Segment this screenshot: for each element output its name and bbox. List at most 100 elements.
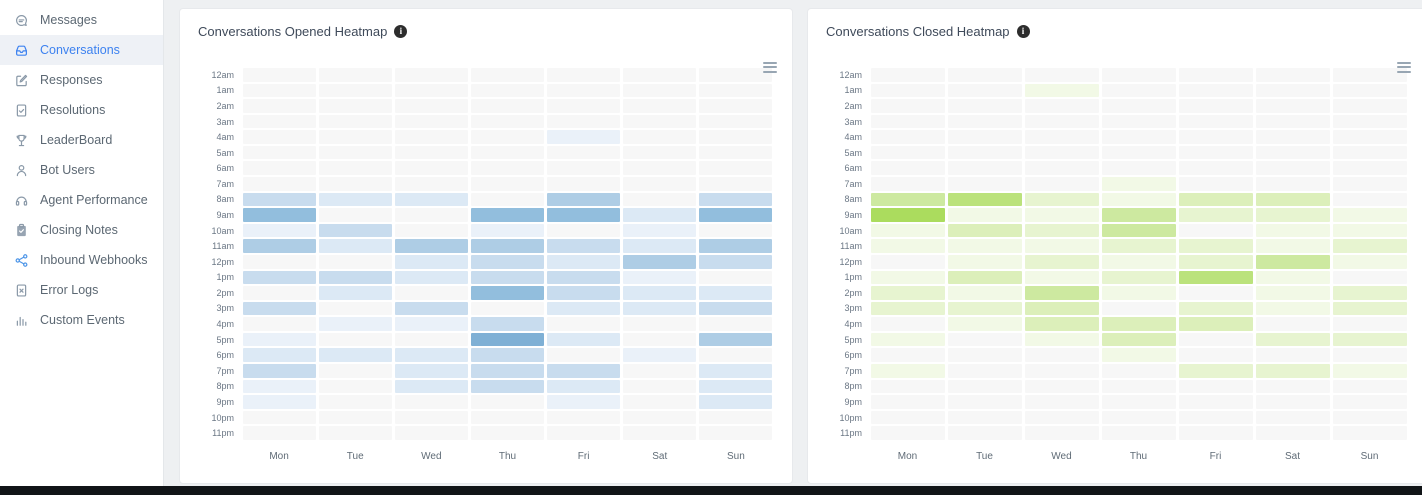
heatmap-cell[interactable] [318,410,392,425]
heatmap-cell[interactable] [318,114,392,129]
sidebar-item-responses[interactable]: Responses [0,65,163,95]
heatmap-cell[interactable] [242,208,316,222]
heatmap-cell[interactable] [870,332,945,347]
heatmap-cell[interactable] [470,286,545,300]
heatmap-cell[interactable] [470,114,545,129]
heatmap-cell[interactable] [699,254,773,269]
heatmap-cell[interactable] [870,161,945,176]
heatmap-cell[interactable] [1101,379,1176,394]
heatmap-cell[interactable] [1332,254,1407,269]
heatmap-cell[interactable] [947,379,1022,394]
sidebar-item-error-logs[interactable]: Error Logs [0,275,163,305]
heatmap-cell[interactable] [870,223,945,238]
heatmap-cell[interactable] [547,426,621,440]
heatmap-cell[interactable] [1024,426,1099,440]
heatmap-cell[interactable] [547,379,621,394]
heatmap-cell[interactable] [699,68,773,82]
heatmap-cell[interactable] [870,286,945,300]
heatmap-cell[interactable] [318,286,392,300]
heatmap-cell[interactable] [470,83,545,98]
heatmap-cell[interactable] [318,192,392,207]
heatmap-cell[interactable] [1332,130,1407,144]
heatmap-cell[interactable] [1255,130,1330,144]
heatmap-cell[interactable] [470,130,545,144]
heatmap-cell[interactable] [394,145,468,160]
heatmap-cell[interactable] [1255,254,1330,269]
sidebar-item-closing-notes[interactable]: Closing Notes [0,215,163,245]
heatmap-cell[interactable] [547,332,621,347]
heatmap-cell[interactable] [947,363,1022,378]
heatmap-cell[interactable] [1024,99,1099,113]
heatmap-cell[interactable] [1255,270,1330,285]
heatmap-cell[interactable] [1178,426,1253,440]
heatmap-cell[interactable] [1332,99,1407,113]
heatmap-cell[interactable] [1178,270,1253,285]
heatmap-cell[interactable] [547,410,621,425]
heatmap-cell[interactable] [623,395,697,409]
heatmap-cell[interactable] [1101,348,1176,362]
sidebar-item-bot-users[interactable]: Bot Users [0,155,163,185]
heatmap-cell[interactable] [470,426,545,440]
heatmap-cell[interactable] [699,177,773,191]
heatmap-cell[interactable] [1255,379,1330,394]
heatmap-cell[interactable] [1024,348,1099,362]
heatmap-cell[interactable] [547,145,621,160]
heatmap-cell[interactable] [1178,286,1253,300]
heatmap-cell[interactable] [394,99,468,113]
heatmap-cell[interactable] [1255,145,1330,160]
heatmap-cell[interactable] [1178,145,1253,160]
heatmap-cell[interactable] [318,145,392,160]
heatmap-cell[interactable] [947,239,1022,253]
heatmap-cell[interactable] [623,114,697,129]
heatmap-cell[interactable] [699,223,773,238]
heatmap-cell[interactable] [394,208,468,222]
heatmap-cell[interactable] [1024,410,1099,425]
heatmap-cell[interactable] [623,161,697,176]
heatmap-cell[interactable] [699,426,773,440]
hamburger-menu-icon[interactable] [761,57,779,77]
heatmap-cell[interactable] [547,395,621,409]
sidebar-item-inbound-webhooks[interactable]: Inbound Webhooks [0,245,163,275]
heatmap-cell[interactable] [1024,83,1099,98]
heatmap-cell[interactable] [1178,130,1253,144]
heatmap-cell[interactable] [1255,83,1330,98]
heatmap-cell[interactable] [318,99,392,113]
heatmap-cell[interactable] [1332,317,1407,331]
heatmap-cell[interactable] [870,208,945,222]
heatmap-cell[interactable] [242,332,316,347]
heatmap-cell[interactable] [870,130,945,144]
heatmap-cell[interactable] [1332,223,1407,238]
heatmap-cell[interactable] [318,379,392,394]
heatmap-cell[interactable] [1024,332,1099,347]
heatmap-cell[interactable] [470,99,545,113]
heatmap-cell[interactable] [947,161,1022,176]
heatmap-cell[interactable] [1101,254,1176,269]
heatmap-cell[interactable] [1178,208,1253,222]
heatmap-cell[interactable] [1255,395,1330,409]
heatmap-cell[interactable] [242,379,316,394]
heatmap-cell[interactable] [947,177,1022,191]
heatmap-cell[interactable] [1332,301,1407,316]
heatmap-cell[interactable] [1101,270,1176,285]
heatmap-cell[interactable] [699,286,773,300]
heatmap-cell[interactable] [318,130,392,144]
heatmap-cell[interactable] [242,145,316,160]
heatmap-cell[interactable] [1101,68,1176,82]
heatmap-cell[interactable] [394,379,468,394]
heatmap-cell[interactable] [547,161,621,176]
heatmap-cell[interactable] [1255,317,1330,331]
heatmap-cell[interactable] [242,426,316,440]
heatmap-cell[interactable] [1178,99,1253,113]
heatmap-cell[interactable] [1255,363,1330,378]
heatmap-cell[interactable] [623,301,697,316]
hamburger-menu-icon[interactable] [1395,57,1413,77]
heatmap-cell[interactable] [1024,145,1099,160]
heatmap-cell[interactable] [1332,426,1407,440]
heatmap-cell[interactable] [242,254,316,269]
heatmap-cell[interactable] [1101,161,1176,176]
heatmap-cell[interactable] [947,348,1022,362]
heatmap-cell[interactable] [470,410,545,425]
heatmap-cell[interactable] [1024,317,1099,331]
heatmap-cell[interactable] [1255,223,1330,238]
heatmap-cell[interactable] [394,192,468,207]
